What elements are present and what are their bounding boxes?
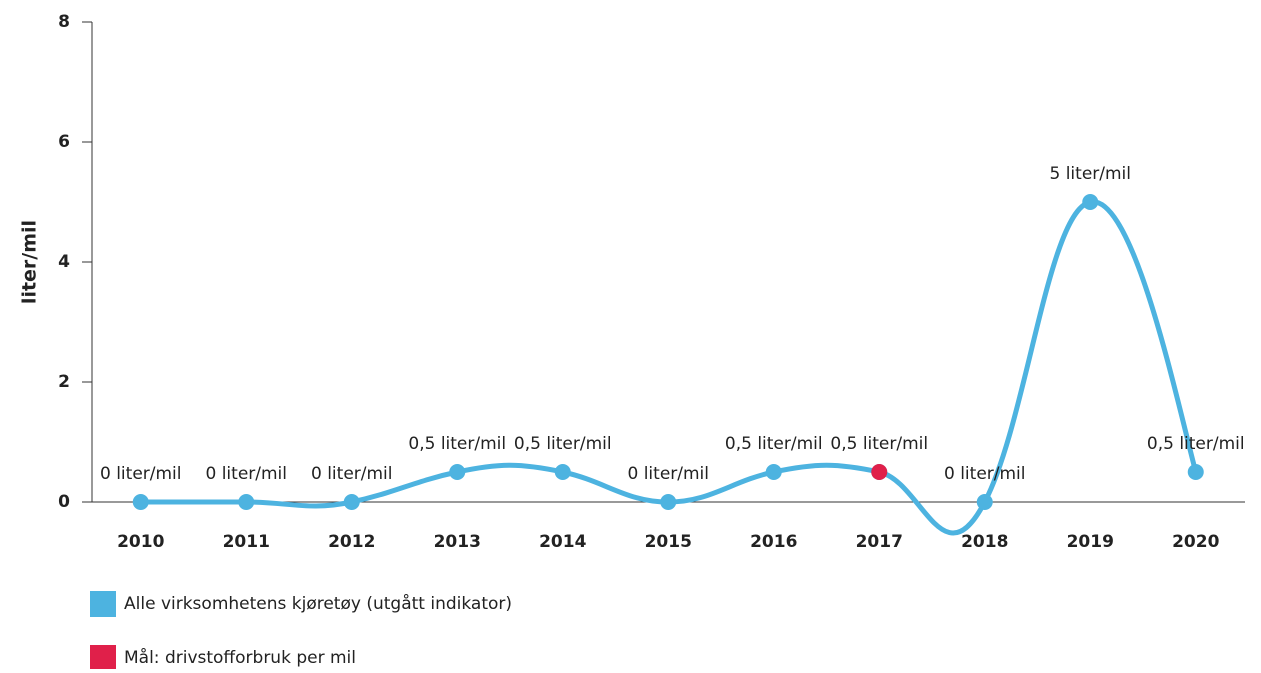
data-label: 0,5 liter/mil: [514, 434, 612, 454]
point: [871, 464, 888, 480]
x-tick-label: 2013: [434, 532, 481, 552]
data-label: 0,5 liter/mil: [1147, 434, 1245, 454]
x-tick-label: 2011: [223, 532, 270, 552]
point: [132, 494, 149, 510]
x-tick-label: 2012: [328, 532, 375, 552]
y-tick-label: 8: [58, 12, 70, 32]
legend-label: Mål: drivstofforbruk per mil: [124, 647, 356, 668]
data-label: 0,5 liter/mil: [830, 434, 928, 454]
data-label: 0 liter/mil: [627, 464, 709, 484]
data-label: 0 liter/mil: [944, 464, 1026, 484]
point: [449, 464, 466, 480]
point: [554, 464, 571, 480]
x-tick-label: 2018: [961, 532, 1008, 552]
y-tick-label: 2: [58, 372, 70, 392]
data-label: 0,5 liter/mil: [725, 434, 823, 454]
x-tick-label: 2010: [117, 532, 164, 552]
y-tick-label: 0: [58, 492, 70, 512]
legend-swatch: [90, 645, 116, 671]
x-tick-label: 2014: [539, 532, 586, 552]
data-label: 0 liter/mil: [311, 464, 393, 484]
x-tick-label: 2016: [750, 532, 797, 552]
y-tick-label: 4: [58, 252, 70, 272]
point: [976, 494, 993, 510]
data-label: 0 liter/mil: [205, 464, 287, 484]
x-tick-label: 2015: [645, 532, 692, 552]
point: [765, 464, 782, 480]
point: [1082, 194, 1099, 210]
x-tick-label: 2017: [856, 532, 903, 552]
y-tick-label: 6: [58, 132, 70, 152]
x-tick-label: 2019: [1067, 532, 1114, 552]
point: [1187, 464, 1204, 480]
data-label: 0,5 liter/mil: [408, 434, 506, 454]
data-label: 5 liter/mil: [1049, 164, 1131, 184]
data-label: 0 liter/mil: [100, 464, 182, 484]
point: [660, 494, 677, 510]
point: [343, 494, 360, 510]
y-axis-label: liter/mil: [19, 220, 41, 304]
x-tick-label: 2020: [1172, 532, 1219, 552]
legend-label: Alle virksomhetens kjøretøy (utgått indi…: [124, 593, 512, 614]
legend-swatch: [90, 591, 116, 617]
point: [238, 494, 255, 510]
